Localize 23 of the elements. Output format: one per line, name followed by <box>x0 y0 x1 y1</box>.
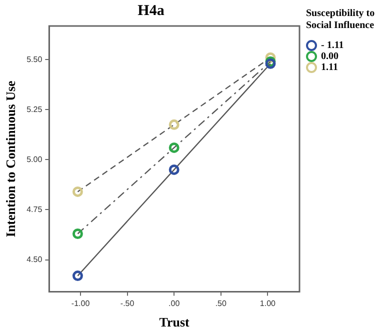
x-axis-title: Trust <box>159 314 190 330</box>
x-tick-label: -.50 <box>120 298 135 308</box>
x-tick-label: .50 <box>215 298 227 308</box>
point <box>168 119 180 130</box>
chart-title: H4a <box>138 2 165 19</box>
y-tick-label: 5.25 <box>26 104 43 114</box>
y-tick-label: 4.50 <box>26 254 43 264</box>
point <box>168 142 180 153</box>
y-tick-label: 5.00 <box>26 154 43 164</box>
x-tick-label: .00 <box>168 298 180 308</box>
legend-label: - 1.11 <box>321 40 344 51</box>
y-tick-label: 4.75 <box>26 204 43 214</box>
legend-label: 1.11 <box>321 62 338 73</box>
x-tick-label: 1.00 <box>260 298 276 308</box>
point <box>72 228 83 240</box>
legend-title: Susceptibility to Social Influence <box>306 8 376 32</box>
point <box>72 186 83 197</box>
y-tick-label: 5.50 <box>26 54 43 64</box>
y-axis-title: Intention to Continuous Use <box>3 80 18 238</box>
point <box>72 270 83 282</box>
x-tick-label: -1.00 <box>71 298 90 308</box>
point <box>168 164 180 175</box>
legend-label: 0.00 <box>321 51 338 62</box>
